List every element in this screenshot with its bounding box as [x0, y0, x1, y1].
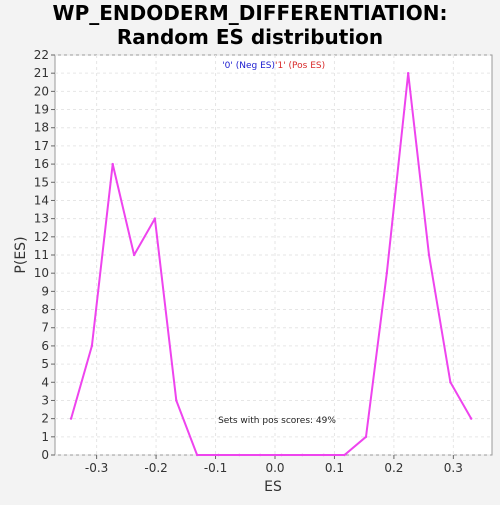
data-point	[343, 453, 346, 457]
y-tick-label: 12	[34, 230, 49, 244]
data-point	[258, 453, 262, 457]
data-point	[175, 399, 178, 402]
data-point	[132, 253, 136, 257]
y-tick-label: 17	[34, 139, 49, 153]
y-axis-label: P(ES)	[13, 236, 29, 273]
series	[69, 71, 473, 457]
y-tick-label: 20	[34, 84, 49, 98]
x-tick-label: -0.1	[204, 461, 227, 475]
chart-title-line2: Random ES distribution	[117, 25, 383, 49]
y-tick-label: 6	[41, 339, 49, 353]
data-point	[69, 417, 73, 420]
data-point	[111, 162, 114, 166]
y-tick-label: 13	[34, 212, 49, 226]
y-tick-label: 18	[34, 121, 49, 135]
data-point	[301, 453, 304, 457]
es-distribution-line	[70, 72, 473, 456]
data-point	[153, 217, 157, 220]
pos-scores-annotation: Sets with pos scores: 49%	[218, 416, 336, 426]
y-tick-label: 14	[34, 193, 49, 207]
legend-neg-es: '0' (Neg ES)	[222, 61, 275, 71]
y-tick-label: 16	[34, 157, 49, 171]
y-tick-label: 19	[34, 103, 49, 117]
y-tick-label: 22	[34, 48, 49, 62]
data-point	[217, 453, 220, 457]
y-tick-label: 8	[41, 303, 49, 317]
data-point	[90, 344, 94, 348]
x-tick-label: -0.2	[144, 461, 167, 475]
y-tick-label: 3	[41, 393, 49, 407]
y-tick-label: 0	[41, 448, 49, 462]
data-point	[280, 453, 283, 457]
y-tick-label: 2	[41, 412, 49, 426]
grid	[55, 54, 492, 456]
data-point	[427, 253, 431, 257]
x-axis-label: ES	[264, 479, 282, 495]
y-tick-label: 21	[34, 66, 49, 80]
x-tick-label: 0.3	[444, 461, 463, 475]
data-point	[195, 453, 199, 457]
y-tick-label: 9	[41, 284, 49, 298]
legend-pos-es: '1' (Pos ES)	[275, 61, 325, 71]
y-tick-label: 4	[41, 375, 49, 389]
y-tick-label: 11	[34, 248, 49, 262]
x-tick-label: 0.2	[384, 461, 403, 475]
axes: 012345678910111213141516171819202122-0.3…	[34, 48, 463, 475]
data-point	[322, 453, 325, 457]
y-tick-label: 15	[34, 175, 49, 189]
x-tick-label: -0.3	[85, 461, 108, 475]
data-point	[406, 71, 410, 75]
y-tick-label: 7	[41, 321, 49, 335]
y-tick-label: 1	[41, 430, 49, 444]
y-tick-label: 10	[34, 266, 49, 280]
data-point	[469, 417, 473, 420]
data-point	[364, 435, 368, 439]
chart-title-line1: WP_ENDODERM_DIFFERENTIATION:	[53, 1, 448, 25]
x-tick-label: 0.0	[265, 461, 284, 475]
x-tick-label: 0.1	[325, 461, 344, 475]
data-point	[449, 381, 452, 384]
data-point	[238, 453, 241, 457]
y-tick-label: 5	[41, 357, 49, 371]
data-point	[385, 271, 388, 275]
